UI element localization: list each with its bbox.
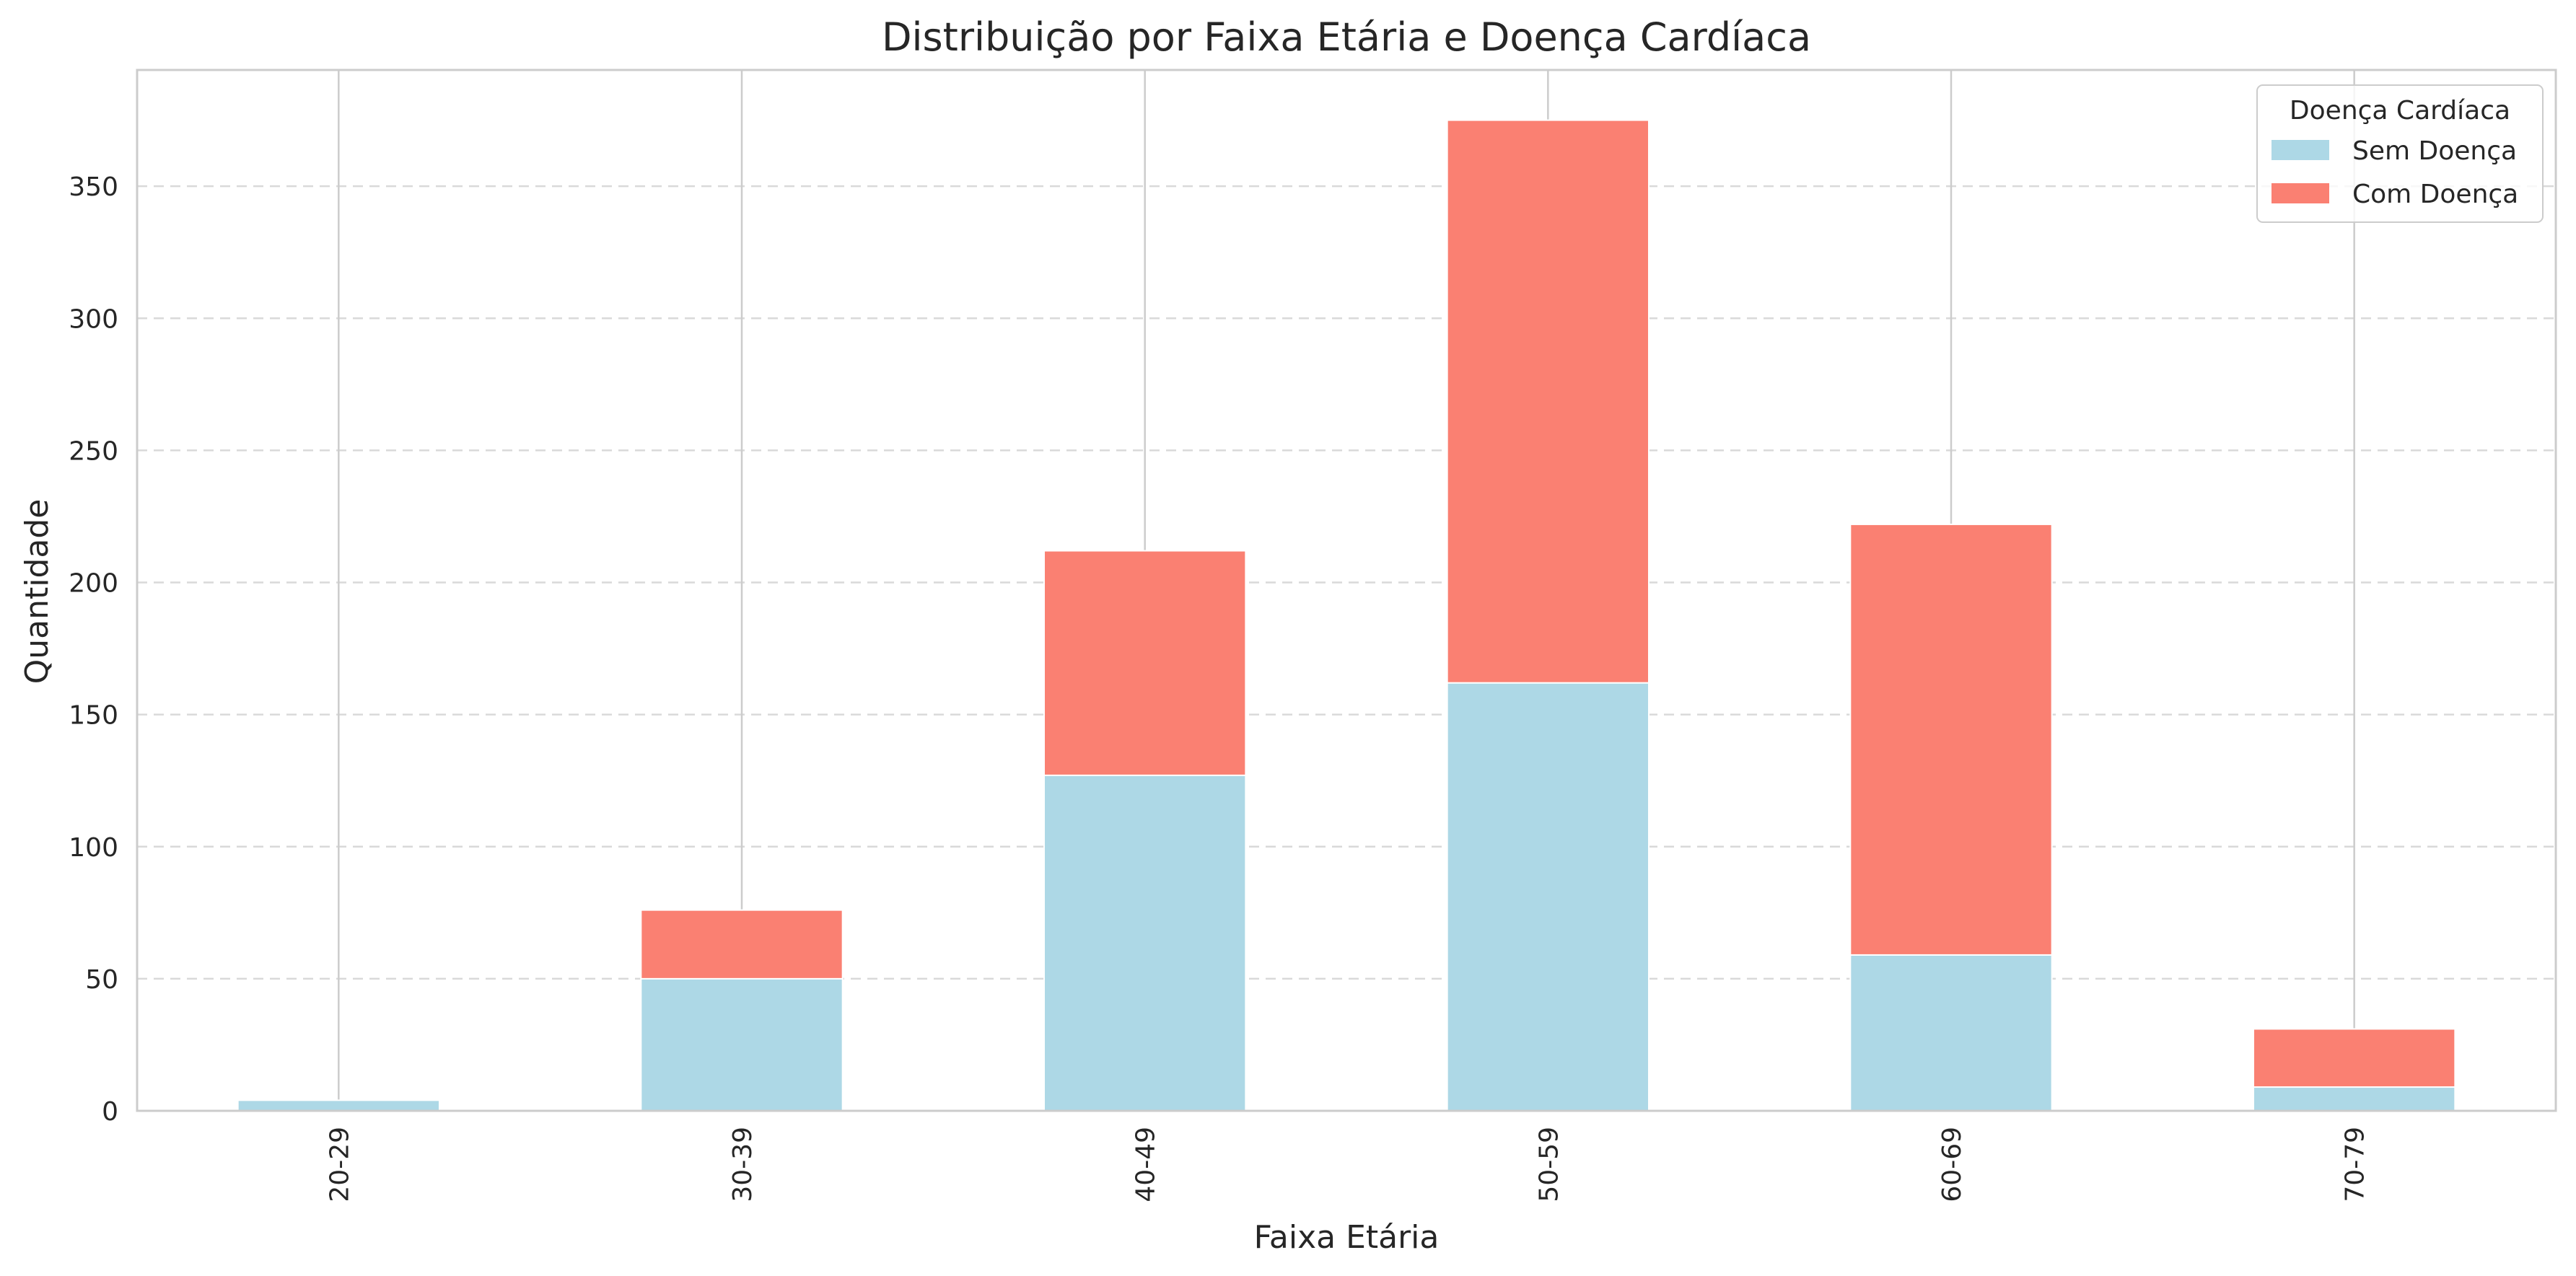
x-tick-label: 60-69 — [1937, 1127, 1967, 1202]
legend-swatch-com-doenca — [2271, 183, 2329, 203]
bar-segment-sem-doenca-70-79 — [2253, 1086, 2456, 1112]
x-axis-label: Faixa Etária — [1254, 1219, 1440, 1256]
y-tick-label: 300 — [69, 304, 118, 334]
legend-swatch-sem-doenca — [2271, 140, 2329, 160]
bar-segment-sem-doenca-60-69 — [1849, 954, 2053, 1112]
x-tick-label: 30-39 — [728, 1127, 758, 1202]
legend-title: Doença Cardíaca — [2290, 96, 2510, 126]
y-tick-label: 250 — [69, 436, 118, 466]
x-tick-label: 40-49 — [1131, 1127, 1161, 1202]
y-tick-label: 150 — [69, 701, 118, 731]
bar-segment-com-doenca-60-69 — [1849, 523, 2053, 956]
bar-segment-com-doenca-70-79 — [2253, 1028, 2456, 1088]
y-tick-label: 100 — [69, 833, 118, 863]
y-axis-label: Quantidade — [19, 499, 56, 685]
gridlines — [137, 185, 2556, 980]
x-tick-label: 20-29 — [325, 1127, 354, 1202]
y-tick-label: 0 — [102, 1097, 118, 1127]
bar-segment-com-doenca-40-49 — [1043, 550, 1247, 776]
bar-segment-sem-doenca-50-59 — [1446, 682, 1650, 1112]
chart-title: Distribuição por Faixa Etária e Doença C… — [882, 14, 1811, 60]
x-tick-labels: 20-29 30-39 40-49 50-59 60-69 70-79 — [325, 1127, 2370, 1202]
y-tick-label: 200 — [69, 569, 118, 599]
y-tick-label: 350 — [69, 172, 118, 202]
bar-segment-sem-doenca-40-49 — [1043, 774, 1247, 1112]
y-tick-labels: 0 50 100 150 200 250 300 350 — [69, 172, 118, 1127]
bar-segment-com-doenca-30-39 — [640, 909, 844, 980]
y-tick-label: 50 — [85, 965, 118, 995]
legend: Doença Cardíaca Sem Doença Com Doença — [2256, 84, 2544, 223]
x-tick-label: 70-79 — [2341, 1127, 2370, 1202]
legend-label-com-doenca: Com Doença — [2352, 180, 2518, 209]
plot-frame — [136, 69, 2557, 1112]
bars — [237, 119, 2456, 1112]
legend-label-sem-doenca: Sem Doença — [2352, 136, 2517, 166]
x-tick-label: 50-59 — [1534, 1127, 1564, 1202]
bar-segment-com-doenca-50-59 — [1446, 119, 1650, 684]
bar-segment-sem-doenca-30-39 — [640, 977, 844, 1112]
bar-segment-sem-doenca-20-29 — [237, 1099, 440, 1112]
